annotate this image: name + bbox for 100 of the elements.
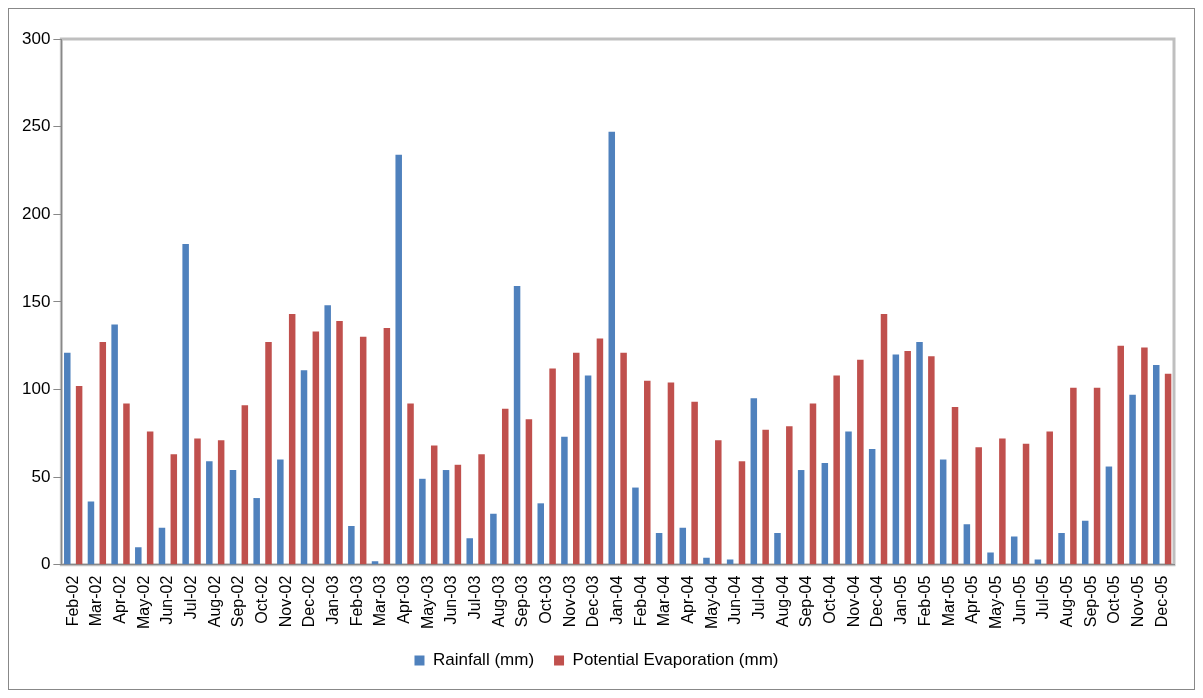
bar (809, 403, 817, 565)
x-tick-label: Jul-04 (750, 575, 768, 620)
bar (1164, 373, 1172, 565)
bar (549, 368, 556, 565)
bar (584, 375, 592, 565)
bar (620, 352, 627, 565)
bar (1152, 364, 1160, 565)
x-tick-label: Jun-05 (1010, 575, 1028, 625)
bar (182, 244, 189, 565)
bar (797, 470, 805, 565)
x-tick-label: Apr-03 (395, 575, 413, 624)
x-tick-label: Aug-03 (489, 575, 507, 628)
bar (928, 356, 935, 565)
bar (288, 314, 296, 565)
bar (1058, 533, 1065, 565)
y-tick-label: 50 (31, 466, 51, 486)
bar (667, 382, 675, 565)
bar (1046, 431, 1053, 565)
bar (1129, 394, 1136, 565)
bar (904, 350, 911, 565)
bar (738, 461, 746, 565)
y-tick-label: 250 (21, 116, 51, 136)
bar (217, 440, 225, 565)
legend-label: Potential Evaporation (mm) (572, 650, 779, 670)
bar (821, 463, 829, 565)
bar (939, 459, 947, 565)
bar (1034, 559, 1042, 565)
bar (1105, 466, 1113, 565)
bar (892, 354, 900, 565)
x-tick-label: Sep-03 (513, 575, 531, 628)
bar (146, 431, 154, 565)
bar (277, 459, 284, 565)
legend-label: Rainfall (mm) (432, 650, 535, 670)
bar (348, 526, 355, 565)
x-tick-label: Oct-03 (537, 575, 555, 624)
y-tick-label: 200 (21, 203, 51, 223)
x-tick-label: Jan-03 (324, 575, 342, 625)
bar (951, 406, 959, 565)
bar (987, 552, 994, 565)
bar (206, 461, 213, 565)
bar (407, 403, 414, 565)
bar (300, 370, 308, 565)
bar (655, 533, 663, 565)
bar (336, 321, 343, 565)
bar (999, 438, 1006, 565)
bar (478, 454, 485, 565)
x-tick-label: Mar-04 (655, 575, 673, 627)
bar (561, 436, 568, 565)
x-tick-label: Nov-04 (844, 575, 862, 628)
x-tick-label: Nov-02 (276, 575, 294, 628)
bar (750, 398, 758, 565)
y-tick-label: 100 (21, 379, 51, 399)
bar (774, 533, 781, 565)
bar (419, 478, 426, 565)
bar (241, 405, 249, 565)
x-tick-label: Jun-02 (158, 575, 176, 625)
bar (632, 487, 639, 565)
bar (371, 561, 379, 565)
bar (916, 342, 923, 565)
x-tick-label: Mar-05 (939, 575, 957, 627)
x-tick-label: Apr-02 (110, 575, 128, 624)
bar (679, 527, 687, 565)
bar (537, 503, 544, 565)
x-tick-label: May-05 (986, 575, 1004, 630)
bar (762, 429, 769, 565)
bar (608, 131, 616, 565)
x-tick-label: May-03 (418, 575, 436, 630)
bar (265, 342, 272, 565)
x-tick-label: Oct-04 (821, 575, 839, 624)
bar (99, 342, 107, 565)
bar (229, 470, 237, 565)
bar (525, 419, 533, 565)
bar (490, 513, 497, 565)
x-tick-label: Jul-03 (466, 575, 484, 620)
bar (786, 426, 793, 565)
x-tick-label: Feb-02 (63, 575, 81, 627)
x-tick-label: Aug-04 (773, 575, 791, 628)
bar (963, 524, 971, 565)
bar (596, 338, 604, 565)
bar (868, 449, 876, 565)
x-tick-label: Jun-04 (726, 575, 744, 625)
bar (1141, 347, 1148, 565)
bar (75, 385, 83, 565)
x-tick-label: Jul-05 (1034, 575, 1052, 620)
bar (880, 314, 888, 565)
x-tick-label: Apr-04 (679, 575, 697, 624)
x-tick-label: Jan-04 (608, 575, 626, 625)
bar (158, 527, 166, 565)
bar (513, 286, 521, 565)
bar (383, 328, 391, 565)
bar (430, 445, 438, 565)
x-tick-label: Dec-03 (584, 575, 602, 628)
x-tick-label: Mar-02 (87, 575, 105, 627)
bar (454, 464, 462, 565)
bar (857, 359, 864, 565)
bar (691, 401, 698, 565)
x-tick-label: Oct-02 (252, 575, 270, 624)
bar (1081, 520, 1089, 565)
bar (975, 447, 982, 565)
y-tick-label: 300 (21, 28, 51, 48)
